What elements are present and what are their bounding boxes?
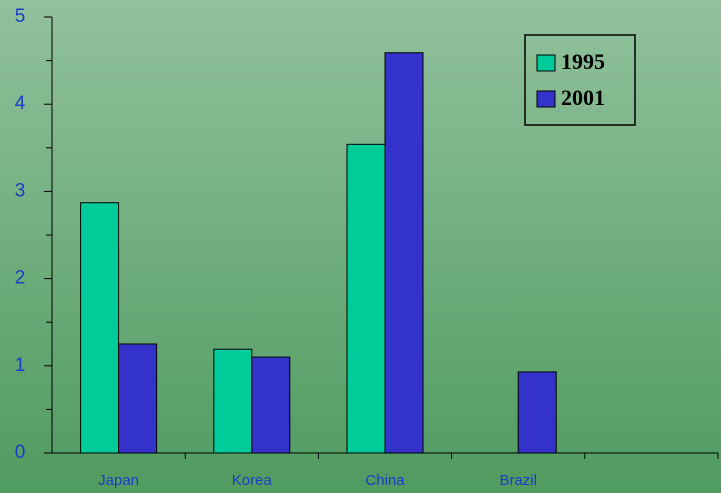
bar bbox=[517, 371, 557, 454]
x-tick-label: Brazil bbox=[499, 472, 537, 489]
legend-swatch bbox=[536, 90, 556, 108]
y-tick-label: 2 bbox=[15, 268, 26, 289]
y-tick-label: 4 bbox=[15, 93, 26, 114]
legend-label: 1995 bbox=[561, 49, 605, 74]
x-tick-label: Japan bbox=[98, 472, 139, 489]
bar bbox=[251, 356, 291, 454]
bar bbox=[80, 202, 120, 454]
legend-box bbox=[524, 34, 636, 126]
legend-swatch bbox=[536, 54, 556, 72]
x-tick-label: Korea bbox=[232, 472, 273, 489]
y-tick-label: 0 bbox=[15, 442, 26, 463]
y-tick-label: 1 bbox=[15, 355, 26, 376]
y-tick-label: 3 bbox=[15, 180, 26, 201]
bar bbox=[213, 348, 253, 454]
x-tick-label: China bbox=[365, 472, 405, 489]
bar bbox=[118, 343, 158, 454]
bar bbox=[384, 52, 424, 454]
legend-label: 2001 bbox=[561, 85, 605, 110]
bar bbox=[346, 143, 386, 454]
y-tick-label: 5 bbox=[15, 6, 26, 27]
